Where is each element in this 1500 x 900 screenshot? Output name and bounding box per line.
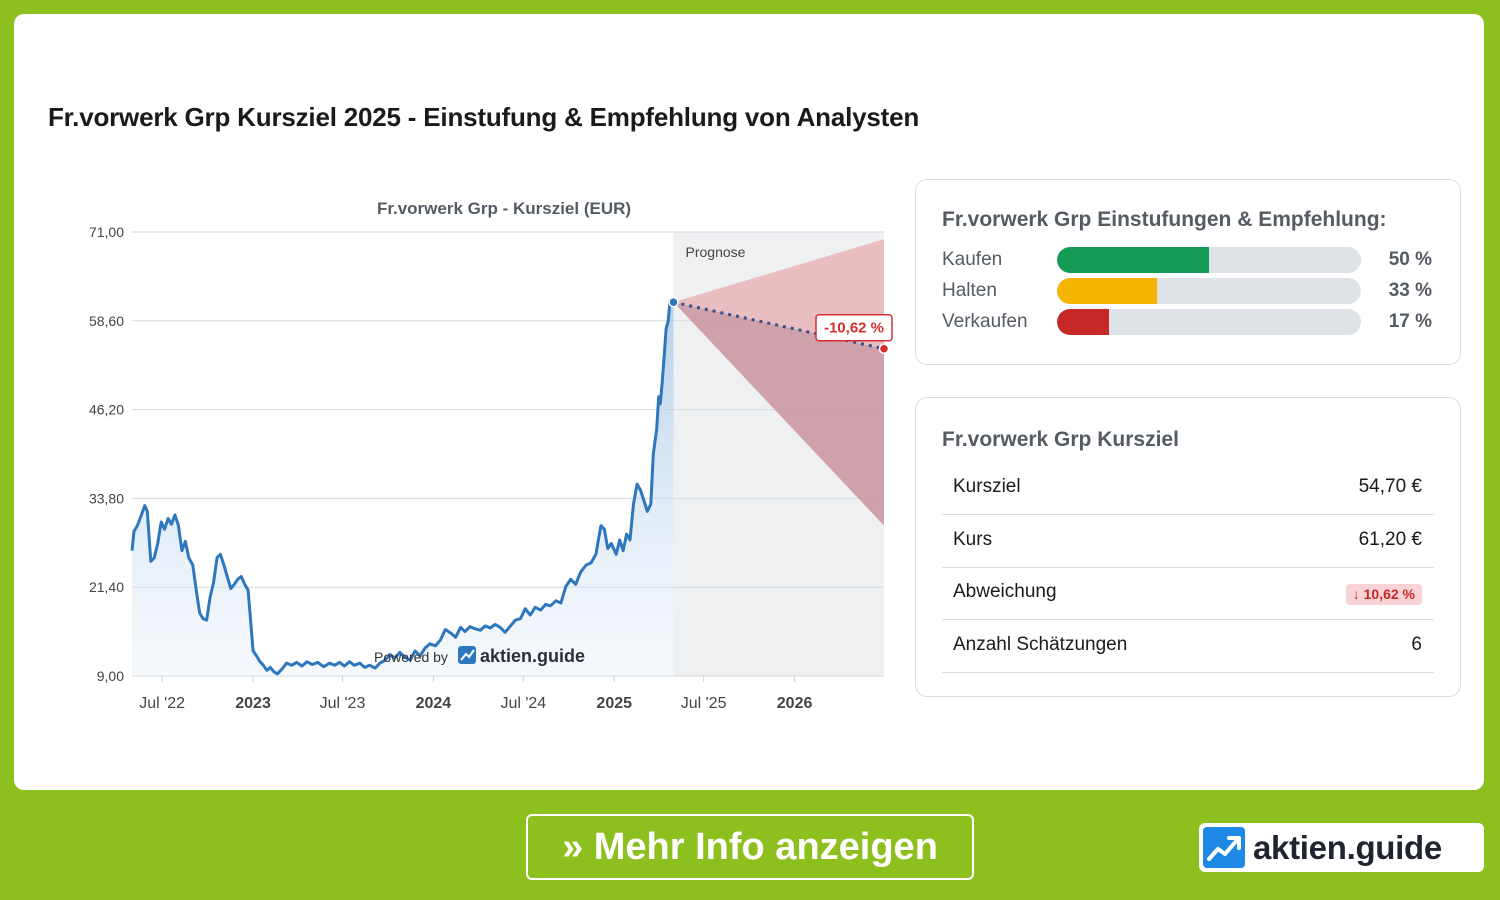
- rating-bar-track-sell: [1057, 309, 1361, 335]
- x-tick-label: 2025: [596, 695, 632, 712]
- watermark-icon-trend: [460, 649, 475, 661]
- rating-bar-fill-hold: [1057, 278, 1158, 304]
- kursziel-title: Fr.vorwerk Grp Kursziel: [942, 428, 1179, 451]
- chart-title: Fr.vorwerk Grp - Kursziel (EUR): [377, 199, 631, 218]
- kursziel-row-deviation: Abweichung ↓ 10,62 %: [942, 567, 1434, 620]
- kursziel-label: Kursziel: [953, 476, 1021, 497]
- y-tick-label: 33,80: [89, 490, 124, 506]
- content-card: Fr.vorwerk Grp Kursziel 2025 - Einstufun…: [14, 14, 1484, 790]
- price-target-chart: Fr.vorwerk Grp - Kursziel (EUR) 71,00 58,6…: [89, 199, 893, 712]
- kurs-value: 61,20 €: [1358, 529, 1422, 550]
- forecast-lower-cone: [673, 302, 884, 526]
- abweichung-label: Abweichung: [953, 581, 1057, 602]
- y-tick-label: 21,40: [89, 579, 124, 595]
- y-tick-label: 46,20: [89, 402, 124, 418]
- kursziel-panel: Fr.vorwerk Grp Kursziel Kursziel 54,70 €…: [915, 397, 1461, 697]
- ratings-panel: Fr.vorwerk Grp Einstufungen & Empfehlung…: [915, 179, 1461, 365]
- forecast-change-label: -10,62 %: [824, 320, 884, 337]
- brand-logo[interactable]: aktien.guide: [1199, 823, 1484, 872]
- page-title: Fr.vorwerk Grp Kursziel 2025 - Einstufun…: [48, 102, 920, 132]
- forecast-change-box: [815, 313, 893, 342]
- x-tick-label: Jul '25: [681, 695, 727, 712]
- x-tick-label: 2024: [416, 695, 452, 712]
- rating-percent-hold: 33 %: [1388, 280, 1432, 301]
- rating-row-sell: Verkaufen 17 %: [942, 309, 1436, 335]
- x-tick-label: 2026: [777, 695, 813, 712]
- rating-label-hold: Halten: [942, 280, 997, 301]
- rating-bar-fill-sell: [1057, 309, 1109, 335]
- trend-up-icon: [1203, 827, 1245, 868]
- forecast-label: Prognose: [686, 244, 746, 260]
- rating-label-sell: Verkaufen: [942, 311, 1028, 332]
- rating-bar-track-buy: [1057, 247, 1361, 273]
- watermark-prefix: Powered by: [374, 649, 448, 665]
- y-tick-label: 71,00: [89, 224, 124, 240]
- x-tick-label: Jul '23: [320, 695, 366, 712]
- kursziel-value: 54,70 €: [1358, 476, 1422, 497]
- watermark-brand: aktien.guide: [480, 646, 585, 666]
- y-tick-label: 58,60: [89, 313, 124, 329]
- more-info-button[interactable]: » Mehr Info anzeigen: [526, 814, 974, 880]
- brand-name: aktien.guide: [1253, 829, 1442, 866]
- rating-label-buy: Kaufen: [942, 249, 1003, 270]
- kursziel-row-price: Kurs 61,20 €: [942, 515, 1434, 568]
- rating-row-buy: Kaufen 50 %: [942, 247, 1436, 273]
- kursziel-row-estimates: Anzahl Schätzungen 6: [942, 620, 1434, 673]
- abweichung-badge: ↓ 10,62 %: [1345, 584, 1422, 605]
- schaetzungen-label: Anzahl Schätzungen: [953, 634, 1128, 655]
- x-tick-label: Jul '22: [139, 695, 185, 712]
- y-tick-label: 9,00: [97, 668, 124, 684]
- kurs-label: Kurs: [953, 529, 993, 550]
- price-line: [130, 298, 675, 676]
- chart-container: Fr.vorwerk Grp - Kursziel (EUR) 71,00 58,6…: [48, 176, 908, 716]
- price-area: [132, 300, 674, 676]
- rating-percent-sell: 17 %: [1388, 311, 1432, 332]
- rating-row-hold: Halten 33 %: [942, 278, 1436, 304]
- rating-bar-track-hold: [1057, 278, 1361, 304]
- target-price-point: [878, 343, 890, 354]
- rating-bar-fill-buy: [1057, 247, 1209, 273]
- x-tick-label: 2023: [235, 695, 271, 712]
- kursziel-row-target: Kursziel 54,70 €: [942, 462, 1434, 515]
- ratings-title: Fr.vorwerk Grp Einstufungen & Empfehlung…: [942, 208, 1387, 231]
- x-tick-label: Jul '24: [500, 695, 546, 712]
- current-price-point: [668, 296, 679, 308]
- schaetzungen-value: 6: [1411, 634, 1422, 655]
- rating-percent-buy: 50 %: [1388, 249, 1432, 270]
